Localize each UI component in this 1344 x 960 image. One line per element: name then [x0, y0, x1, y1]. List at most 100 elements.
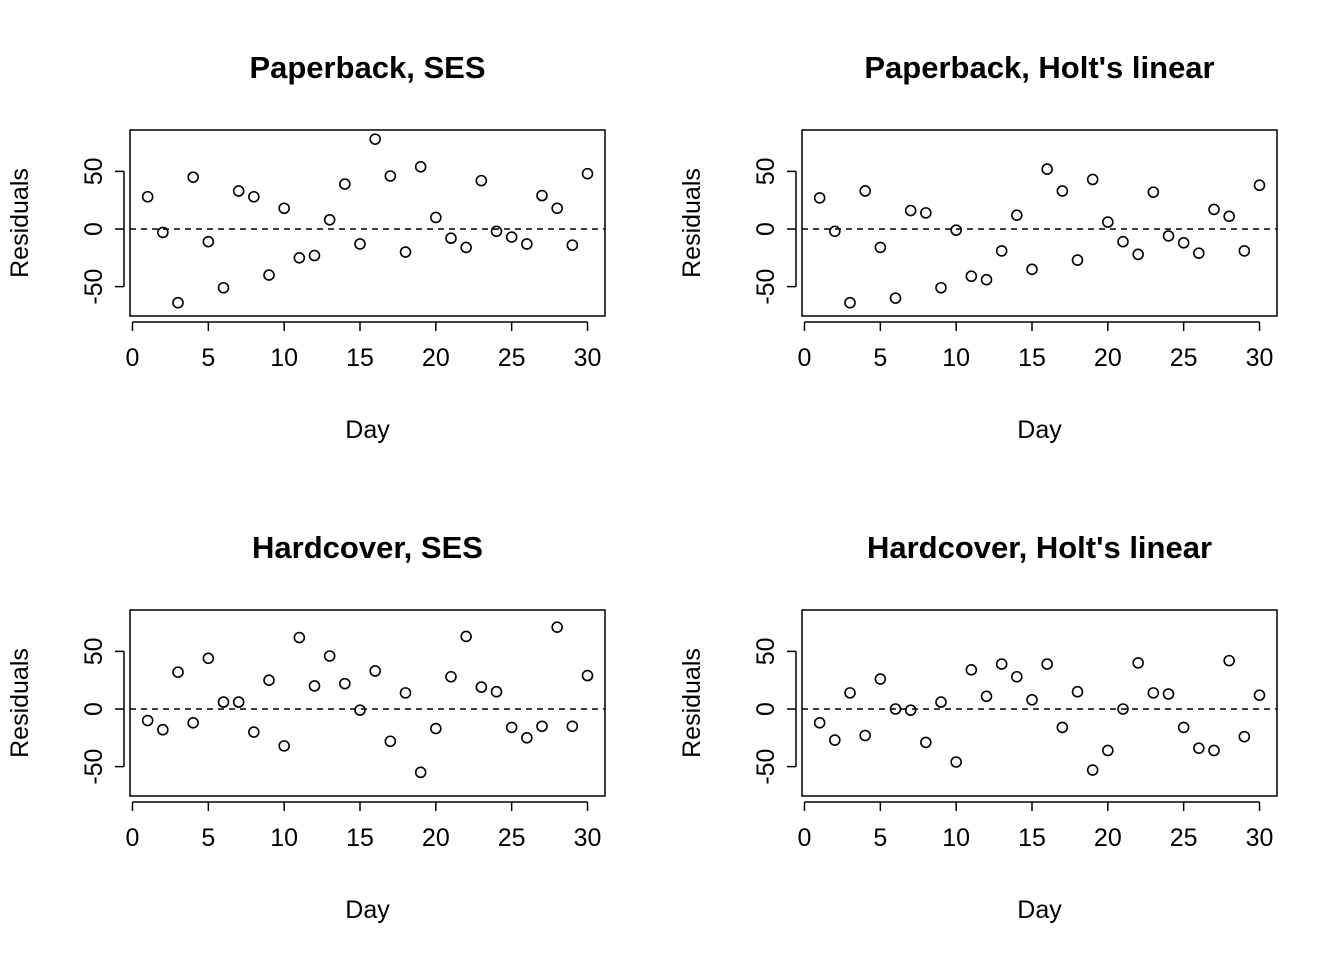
data-point — [965, 664, 978, 676]
data-point — [1147, 687, 1160, 699]
data-point — [829, 225, 841, 238]
data-point — [566, 720, 579, 733]
x-axis-label: Day — [1017, 896, 1062, 924]
y-axis-label: Residuals — [678, 168, 706, 278]
data-point — [874, 241, 887, 254]
data-point — [384, 170, 397, 182]
x-tick-label: 15 — [346, 824, 374, 852]
x-tick-label: 10 — [942, 824, 970, 852]
data-point — [521, 731, 533, 744]
data-point — [1011, 670, 1023, 683]
data-point — [354, 704, 366, 716]
data-point — [521, 238, 533, 250]
data-point — [1056, 721, 1069, 734]
data-point — [904, 204, 917, 217]
data-point — [551, 202, 563, 215]
data-point — [1026, 693, 1038, 706]
data-point — [1071, 685, 1084, 698]
x-tick-label: 30 — [1246, 344, 1274, 372]
data-point — [935, 281, 947, 294]
data-point — [490, 685, 503, 698]
data-point — [157, 226, 169, 239]
x-tick-label: 20 — [1094, 824, 1122, 852]
data-point — [1086, 764, 1099, 776]
y-tick-label: 50 — [752, 637, 780, 665]
data-point — [995, 658, 1008, 670]
x-tick-label: 10 — [270, 824, 298, 852]
data-point — [369, 665, 381, 677]
x-tick-label: 20 — [422, 344, 450, 372]
chart-panel-1: Paperback, SES 0 5 10 15 20 25 30 Day -50 0 50 Resid… — [6, 50, 606, 444]
data-point — [232, 185, 245, 197]
data-point — [581, 167, 594, 180]
data-point — [1102, 216, 1114, 228]
data-point — [1208, 744, 1220, 757]
data-point — [859, 729, 871, 742]
data-point — [1253, 689, 1266, 701]
data-point — [202, 235, 215, 248]
x-tick-label: 15 — [346, 344, 374, 372]
data-point — [581, 669, 594, 682]
data-point — [813, 192, 826, 204]
data-point — [980, 690, 993, 703]
data-point — [323, 650, 336, 662]
data-point — [293, 631, 306, 644]
data-point — [935, 696, 947, 708]
data-point — [460, 241, 472, 254]
data-point — [1223, 210, 1235, 223]
x-tick-label: 15 — [1018, 344, 1046, 372]
x-tick-label: 25 — [1170, 824, 1198, 852]
y-tick-label: 0 — [752, 222, 780, 236]
data-point — [1193, 247, 1205, 259]
data-point — [293, 251, 306, 264]
x-tick-label: 0 — [126, 824, 140, 852]
data-point — [430, 211, 442, 224]
y-tick-label: 0 — [80, 222, 108, 236]
plot-frame — [801, 609, 1278, 797]
data-point — [551, 621, 563, 634]
data-point — [308, 680, 321, 692]
data-point — [920, 736, 932, 749]
x-tick-label: 30 — [1246, 824, 1274, 852]
data-point — [874, 673, 887, 685]
data-point — [920, 207, 932, 219]
data-point — [278, 740, 290, 752]
x-tick-label: 20 — [422, 824, 450, 852]
data-point — [141, 714, 154, 727]
data-point — [1056, 185, 1069, 197]
data-point — [414, 160, 427, 173]
y-tick-label: 0 — [80, 702, 108, 716]
data-point — [1253, 179, 1266, 192]
chart-panel-4: Hardcover, Holt's linear 0 5 10 15 20 25 30 Day -… — [678, 530, 1278, 924]
data-point — [844, 296, 856, 309]
data-point — [813, 717, 826, 729]
data-point — [217, 696, 230, 708]
data-point — [829, 734, 841, 746]
data-point — [263, 269, 275, 281]
data-point — [248, 190, 260, 203]
data-point — [172, 296, 184, 309]
chart-panel-2: Paperback, Holt's linear 0 5 10 15 20 25 30 Day -… — [678, 50, 1278, 444]
y-tick-label: -50 — [752, 269, 780, 305]
data-point — [399, 246, 412, 258]
data-point — [950, 224, 962, 236]
data-point — [1086, 173, 1099, 186]
data-point — [339, 178, 351, 190]
x-tick-label: 0 — [798, 344, 812, 372]
data-point — [995, 245, 1008, 257]
plot-frame — [129, 609, 606, 797]
data-point — [217, 281, 230, 294]
data-point — [1117, 703, 1129, 715]
chart-title: Paperback, SES — [249, 50, 485, 85]
data-point — [859, 185, 871, 197]
plot-frame — [801, 129, 1278, 317]
data-point — [980, 273, 993, 286]
chart-title: Hardcover, SES — [252, 530, 483, 565]
y-tick-label: 0 — [752, 702, 780, 716]
x-tick-label: 0 — [798, 824, 812, 852]
chart-title: Paperback, Holt's linear — [864, 50, 1214, 85]
plot-frame — [129, 129, 606, 317]
data-point — [308, 249, 321, 262]
data-point — [339, 677, 351, 690]
data-point — [354, 238, 366, 250]
